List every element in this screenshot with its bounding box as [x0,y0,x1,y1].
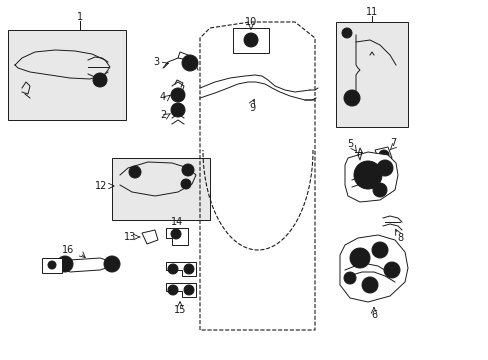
Bar [112,158,209,220]
Circle shape [376,160,392,176]
Text: 6: 6 [370,310,376,320]
Circle shape [171,229,181,239]
Text: 13: 13 [123,232,136,242]
Bar [42,258,62,273]
Text: 12: 12 [95,181,107,191]
Polygon shape [165,262,196,276]
Circle shape [353,161,381,189]
Circle shape [355,254,363,262]
Text: 15: 15 [173,305,186,315]
Circle shape [93,73,107,87]
Text: 5: 5 [346,139,352,149]
Circle shape [378,150,388,160]
Text: 9: 9 [248,103,255,113]
Circle shape [181,179,191,189]
Circle shape [183,264,194,274]
Polygon shape [345,152,397,202]
Polygon shape [142,230,158,244]
Circle shape [168,264,178,274]
Polygon shape [60,258,118,272]
Circle shape [244,33,258,47]
Circle shape [57,256,73,272]
Circle shape [343,90,359,106]
Text: 1: 1 [77,12,83,22]
Text: 3: 3 [153,57,159,67]
Text: 10: 10 [244,17,257,27]
Circle shape [343,272,355,284]
Bar [335,22,407,127]
Circle shape [182,164,194,176]
Text: 14: 14 [170,217,183,227]
Text: 8: 8 [396,233,402,243]
Circle shape [97,77,103,83]
Circle shape [371,242,387,258]
Circle shape [171,88,184,102]
Bar [8,30,126,120]
Circle shape [183,285,194,295]
Circle shape [372,183,386,197]
Polygon shape [374,147,391,162]
Circle shape [376,247,382,253]
Text: 2: 2 [160,110,166,120]
Circle shape [349,248,369,268]
Circle shape [341,28,351,38]
Circle shape [361,169,373,181]
Polygon shape [165,228,187,245]
Circle shape [182,55,198,71]
Polygon shape [339,235,407,302]
Text: 16: 16 [62,245,74,255]
Text: 7: 7 [389,138,395,148]
Circle shape [48,261,56,269]
Circle shape [348,95,354,101]
Text: 11: 11 [365,7,377,17]
Circle shape [168,285,178,295]
Circle shape [171,103,184,117]
Polygon shape [165,283,196,297]
Circle shape [361,277,377,293]
Text: 4: 4 [160,92,166,102]
Bar [232,28,268,53]
Circle shape [383,262,399,278]
Circle shape [129,166,141,178]
Circle shape [104,256,120,272]
